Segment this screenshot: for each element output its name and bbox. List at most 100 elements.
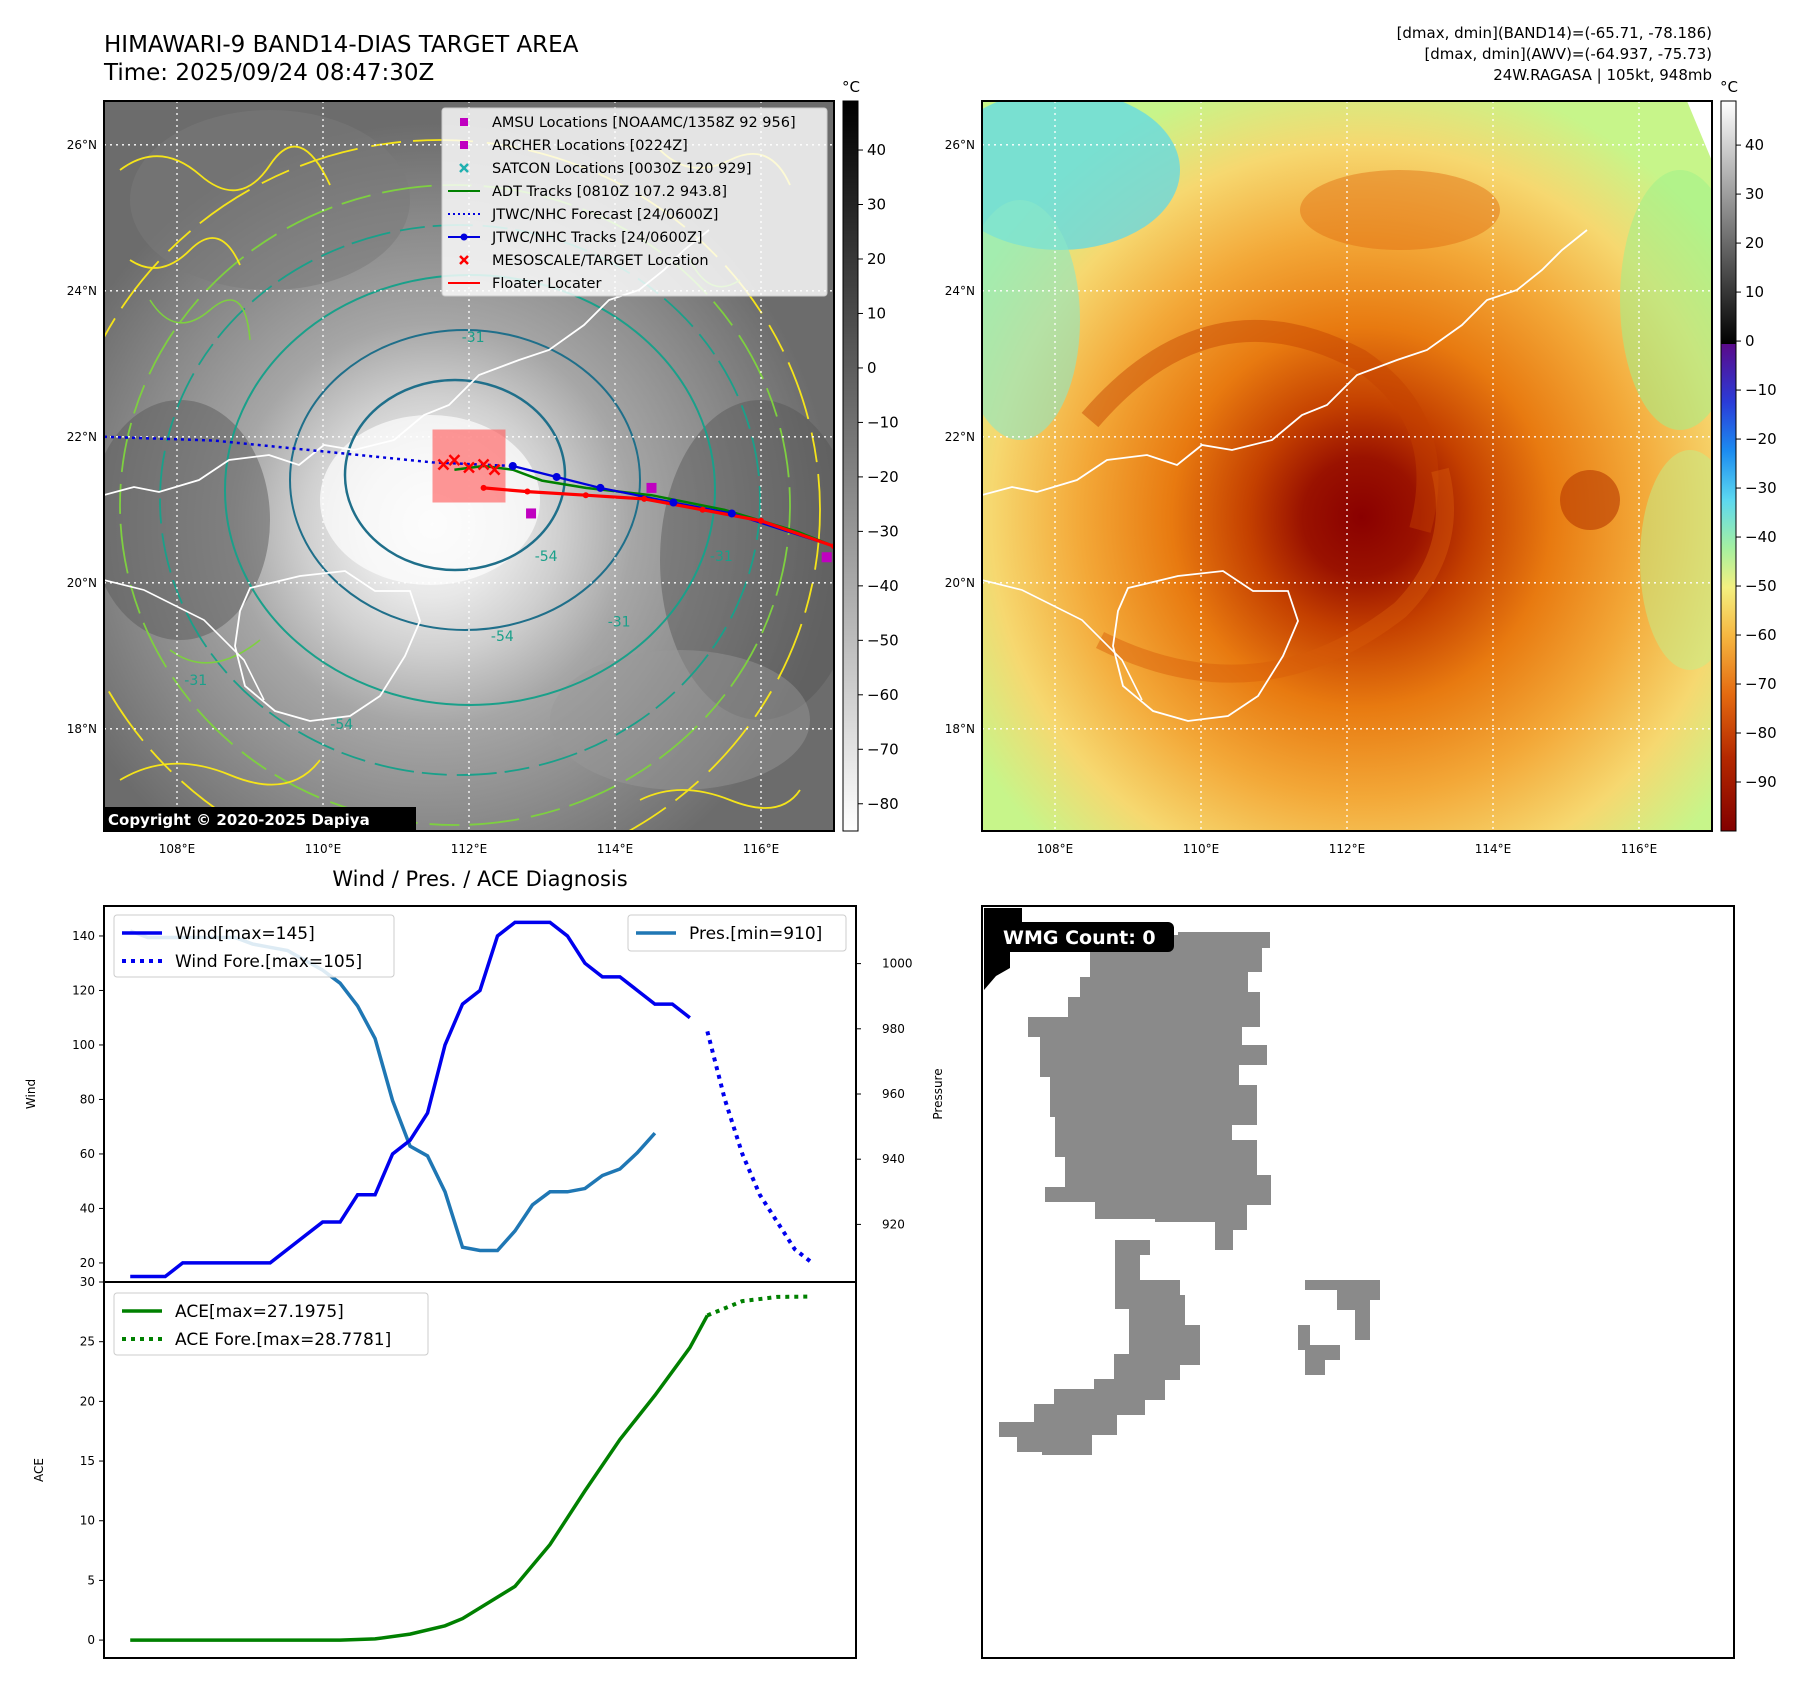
- colorbar-tick-label: 20: [867, 250, 886, 268]
- wind-tick-label: 60: [80, 1147, 95, 1161]
- map-legend-label: SATCON Locations [0030Z 120 929]: [492, 161, 751, 177]
- contour-label: -54: [535, 549, 558, 565]
- wind-legend: Wind[max=145] Wind Fore.[max=105]: [113, 914, 395, 978]
- map-legend: AMSU Locations [NOAAMC/1358Z 92 956] ARCH…: [441, 107, 828, 297]
- wind-pressure-chart: 20 40 60 80 100 120 140 920 940 960 980 1000 Wind …: [24, 905, 945, 1283]
- jtwc-track-points: [480, 462, 834, 550]
- diag-title: Wind / Pres. / ACE Diagnosis: [332, 867, 627, 891]
- coastline-china-color: [982, 229, 1588, 496]
- wind-tick-label: 40: [80, 1201, 95, 1215]
- ace-tick-label: 10: [80, 1514, 95, 1528]
- legend-pressure: Pres.[min=910]: [689, 924, 822, 944]
- lat-label: 22°N: [945, 430, 975, 444]
- legend-ace: ACE[max=27.1975]: [175, 1302, 344, 1322]
- legend-wind: Wind[max=145]: [175, 924, 315, 944]
- map-gray-frame: [103, 100, 835, 832]
- lon-label: 108°E: [159, 842, 196, 856]
- wmg-region-north: [1028, 932, 1271, 1250]
- wmg-region-south-east-small: [1298, 1325, 1340, 1375]
- mesoscale-marker: [437, 458, 450, 471]
- map-gray-lon-labels: 108°E 110°E 112°E 114°E 116°E: [159, 842, 780, 856]
- map-gray-lat-labels: 26°N 24°N 22°N 20°N 18°N: [67, 138, 97, 736]
- wmg-region-south-east: [1305, 1280, 1380, 1340]
- copyright-text: Copyright © 2020-2025 Dapiya: [108, 811, 370, 829]
- ace-line: [130, 1314, 709, 1642]
- colorbar-gray: °C 40 30 20 10 0 −10 −20 −30 −40 −50 −60 −70 −80: [842, 78, 899, 832]
- map-legend-label: JTWC/NHC Forecast [24/0600Z]: [491, 207, 718, 223]
- colorbar-tick-label: 10: [867, 304, 886, 322]
- lon-label: 110°E: [1183, 842, 1220, 856]
- info-band14: [dmax, dmin](BAND14)=(-65.71, -78.186): [1397, 24, 1712, 42]
- wmg-count-text: WMG Count: 0: [1003, 927, 1156, 949]
- map-legend-label: MESOSCALE/TARGET Location: [492, 253, 709, 269]
- lat-label: 20°N: [67, 576, 97, 590]
- colorbar-tick-label: −30: [1745, 479, 1777, 497]
- floater-point: [758, 517, 764, 524]
- map-legend-item: JTWC/NHC Tracks [24/0600Z]: [448, 230, 703, 246]
- lon-label: 110°E: [305, 842, 342, 856]
- contour-label: -31: [710, 549, 733, 565]
- lon-label: 116°E: [743, 842, 780, 856]
- contour-label: -54: [491, 629, 514, 645]
- colorbar-tick-label: −40: [867, 577, 899, 595]
- wmg-panel: WMG Count: 0: [981, 905, 1735, 1659]
- lat-label: 22°N: [67, 430, 97, 444]
- jtwc-track-point: [508, 462, 517, 470]
- pressure-axis-label: Pressure: [931, 1068, 945, 1119]
- wmg-count-badge: [992, 922, 1174, 952]
- map-color-grid: [982, 101, 1712, 831]
- contour-label: -54: [330, 717, 353, 733]
- ace-tick-label: 15: [80, 1454, 95, 1468]
- ace-tick-label: 20: [80, 1394, 95, 1408]
- wind-axis-label: Wind: [24, 1079, 38, 1109]
- wmg-regions: [999, 932, 1380, 1455]
- pressure-tick-label: 980: [882, 1022, 905, 1036]
- info-storm: 24W.RAGASA | 105kt, 948mb: [1493, 66, 1712, 84]
- map-legend-item: ARCHER Locations [0224Z]: [460, 138, 688, 154]
- colorbar-tick-label: −20: [867, 468, 899, 486]
- colorbar-tick-label: −90: [1745, 773, 1777, 791]
- lat-label: 18°N: [945, 722, 975, 736]
- colorbar-tick-label: 30: [867, 196, 886, 214]
- ace-axis-label: ACE: [32, 1458, 46, 1482]
- contour-labels: -31 -54 -54 -31 -54 -31 -31: [184, 330, 732, 733]
- coastline-vietnam-gray: [104, 579, 265, 701]
- pressure-tick-label: 940: [882, 1152, 905, 1166]
- map-color-panel: 26°N 24°N 22°N 20°N 18°N 108°E 110°E 112°E 114°…: [945, 100, 1713, 856]
- colorbar-tick-label: −60: [1745, 626, 1777, 644]
- ace-tick-label: 30: [80, 1275, 95, 1289]
- colorbar-tick-label: 20: [1745, 234, 1764, 252]
- ace-tick-label: 25: [80, 1335, 95, 1349]
- wind-forecast-line: [705, 1030, 814, 1265]
- jtwc-forecast-track: [104, 435, 513, 468]
- pressure-legend: Pres.[min=910]: [627, 914, 847, 952]
- amsu-marker: [526, 508, 537, 519]
- map-legend-item: Floater Locater: [448, 276, 601, 292]
- mesoscale-marker: [477, 458, 490, 471]
- ace-tick-label: 0: [87, 1633, 95, 1647]
- map-color-frame: [981, 100, 1713, 832]
- colorbar-tick-label: −80: [867, 795, 899, 813]
- amsu-location-markers: [526, 482, 832, 563]
- colorbar-tick-label: −40: [1745, 528, 1777, 546]
- map-legend-label: Floater Locater: [492, 276, 601, 292]
- wind-tick-label: 80: [80, 1092, 95, 1106]
- wmg-region-north-small: [1250, 932, 1270, 948]
- pressure-tick-label: 920: [882, 1217, 905, 1231]
- map-legend-item: SATCON Locations [0030Z 120 929]: [459, 161, 751, 177]
- floater-point: [641, 495, 648, 502]
- lon-label: 112°E: [1329, 842, 1366, 856]
- map-legend-item: ADT Tracks [0810Z 107.2 943.8]: [448, 184, 727, 200]
- mesoscale-marker: [463, 461, 475, 474]
- jtwc-track-point: [669, 498, 678, 507]
- floater-point: [480, 484, 487, 491]
- wind-tick-label: 100: [72, 1038, 95, 1052]
- colorbar-tick-label: −30: [867, 522, 899, 540]
- colorbar-tick-label: 40: [1745, 136, 1764, 154]
- lon-label: 116°E: [1621, 842, 1658, 856]
- ace-chart: 0 5 10 15 20 25 30 ACE ACE[max=27.1975] ACE Fo…: [32, 1275, 857, 1659]
- amsu-marker: [646, 482, 657, 493]
- colorbar-tick-label: 30: [1745, 185, 1764, 203]
- lon-label: 114°E: [1475, 842, 1512, 856]
